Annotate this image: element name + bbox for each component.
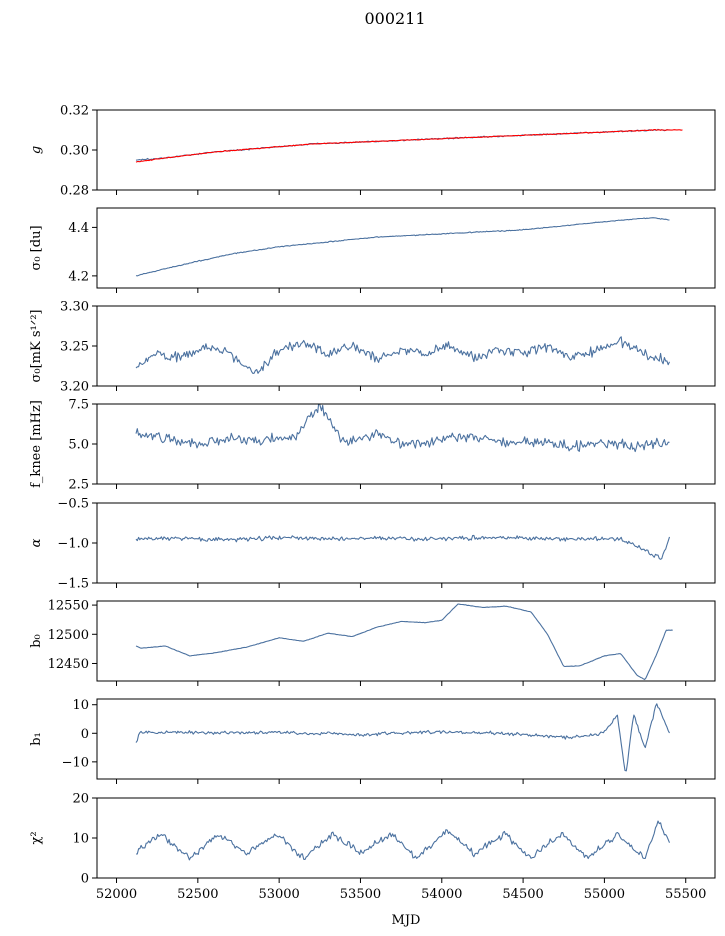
y-tick-label-7-3: 10 (72, 698, 89, 713)
y-tick-label-8-2: 10 (72, 832, 89, 847)
panel-2: 4.2 4.4 σ₀ [du] (29, 207, 716, 293)
panel-3: 3.20 3.25 3.30 σ₀[mK s¹ᐟ²] (29, 300, 716, 395)
series-line-6-1 (135, 603, 673, 681)
y-tick-label-1-3: 0.32 (60, 104, 89, 119)
y-tick-label-1-1: 0.28 (60, 184, 89, 199)
y-tick-label-5-1: −1.5 (57, 577, 89, 592)
series-line-5-1 (135, 534, 671, 560)
axes-frame-5 (96, 502, 716, 584)
y-tick-label-6-3: 12550 (48, 599, 89, 614)
y-tick-label-5-3: −0.5 (57, 497, 89, 512)
axes-frame-2 (96, 207, 716, 289)
y-axis-label-3: σ₀[mK s¹ᐟ²] (29, 310, 44, 383)
panel-1: 0.28 0.30 0.32 g (29, 104, 716, 199)
y-tick-label-3-1: 3.20 (60, 380, 89, 395)
y-tick-label-6-1: 12450 (48, 657, 89, 672)
y-axis-label-7: b₁ (29, 732, 44, 746)
series-line-8-1 (136, 820, 671, 861)
y-tick-label-4-2: 5.0 (68, 438, 89, 453)
panel-5: −1.5 −1.0 −0.5 α (29, 497, 716, 592)
y-tick-label-7-2: 0 (81, 727, 89, 742)
y-tick-label-3-2: 3.25 (60, 340, 89, 355)
y-axis-label-1: g (29, 146, 44, 154)
axes-frame-6 (96, 600, 716, 682)
series-line-4-1 (135, 404, 670, 453)
x-tick-label-1: 52000 (96, 887, 137, 902)
panel-4: 2.5 5.0 7.5 f_knee [mHz] (29, 398, 716, 493)
x-axis-label: MJD (392, 913, 421, 928)
x-tick-label-7: 55000 (584, 887, 625, 902)
panels: 0.28 0.30 0.32 g 4.2 4.4 σ₀ [du] 3.20 3.25 3.30 σ₀… (29, 104, 716, 902)
y-tick-label-7-1: −10 (62, 755, 89, 770)
y-tick-label-5-2: −1.0 (57, 537, 89, 552)
y-tick-label-6-2: 12500 (48, 628, 89, 643)
figure-title: 000211 (364, 9, 425, 28)
panel-7: −10 0 10 b₁ (29, 698, 716, 784)
x-tick-label-8: 55500 (665, 887, 706, 902)
y-axis-label-2: σ₀ [du] (29, 225, 44, 270)
y-axis-label-8: χ² (29, 831, 44, 844)
x-tick-label-6: 54500 (502, 887, 543, 902)
series-line-3-1 (135, 336, 671, 375)
y-tick-label-8-3: 20 (72, 792, 89, 807)
x-tick-label-2: 52500 (177, 887, 218, 902)
series-line-2-1 (135, 217, 670, 277)
axes-frame-8 (96, 797, 716, 879)
panel-6: 12450 12500 12550 b₀ (29, 599, 716, 686)
series-line-7-1 (135, 703, 670, 772)
series-line-1-2 (135, 128, 683, 163)
axes-frame-1 (96, 109, 716, 191)
y-tick-label-3-3: 3.30 (60, 300, 89, 315)
y-tick-label-2-2: 4.4 (68, 221, 89, 236)
y-tick-label-8-1: 0 (81, 872, 89, 887)
y-tick-label-2-1: 4.2 (68, 269, 89, 284)
x-tick-label-3: 53000 (258, 887, 299, 902)
y-axis-label-6: b₀ (29, 634, 44, 648)
x-tick-label-4: 53500 (340, 887, 381, 902)
x-tick-label-5: 54000 (421, 887, 462, 902)
y-axis-label-5: α (29, 538, 44, 547)
y-axis-label-4: f_knee [mHz] (29, 400, 44, 488)
y-tick-label-1-2: 0.30 (60, 144, 89, 159)
y-tick-label-4-3: 7.5 (68, 398, 89, 413)
panel-8: 0 10 20 52000 52500 53000 53500 54000 54500 55000… (29, 792, 716, 902)
series-line-1-1 (135, 128, 670, 161)
axes-frame-7 (96, 698, 716, 780)
y-tick-label-4-1: 2.5 (68, 478, 89, 493)
